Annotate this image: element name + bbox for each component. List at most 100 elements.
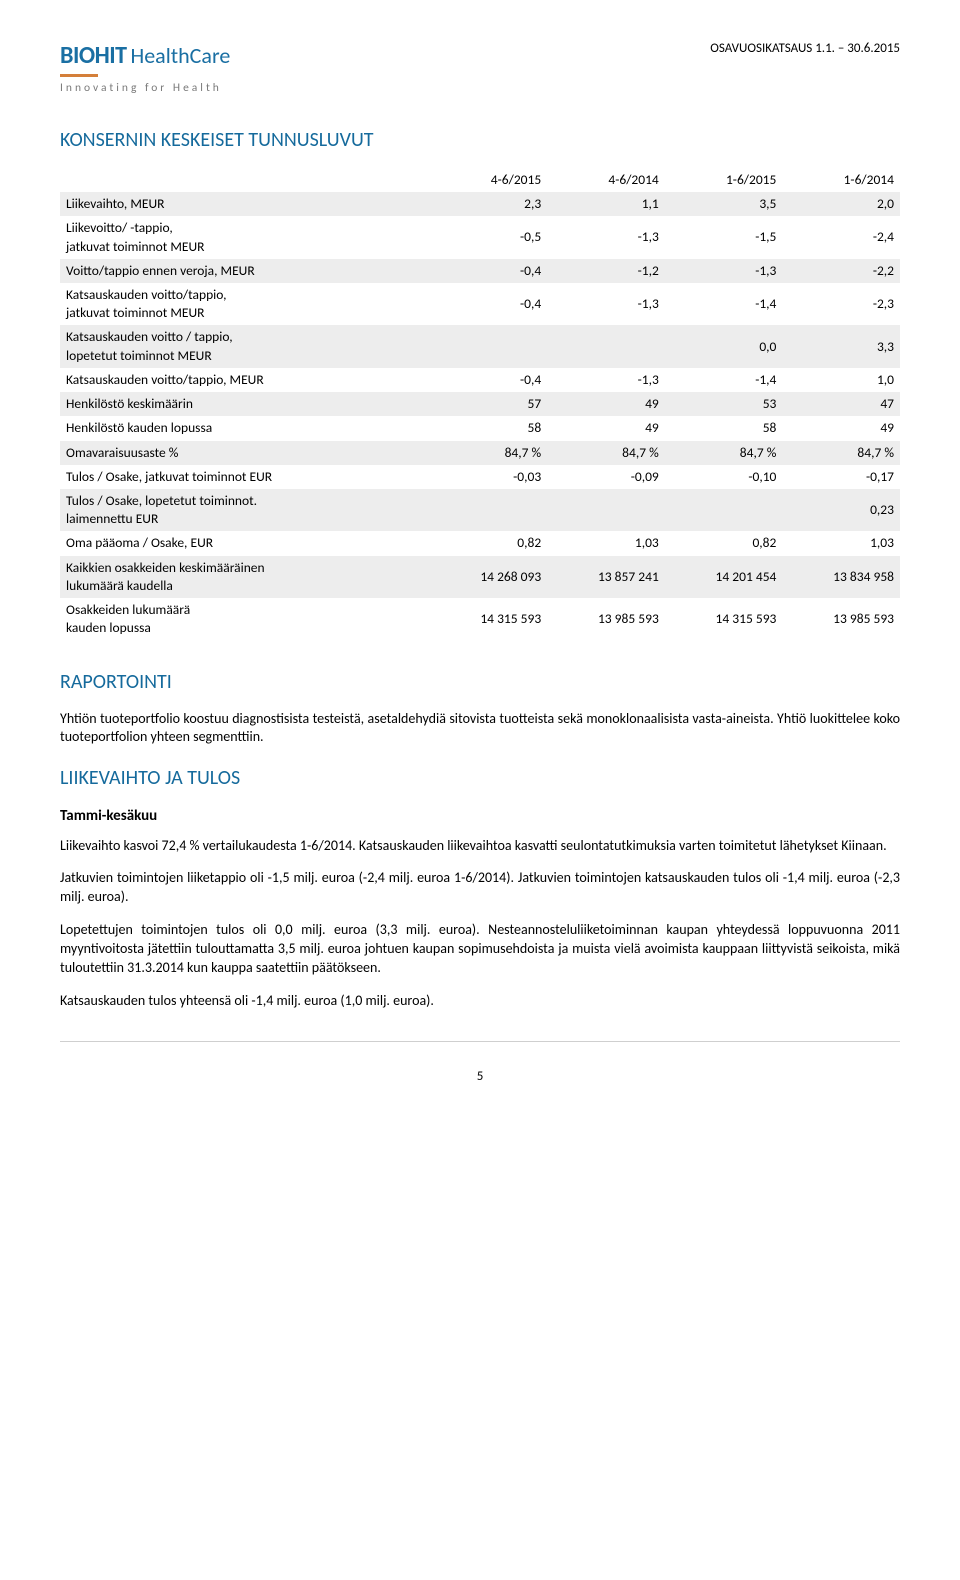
table-row: Tulos / Osake, lopetetut toiminnot.laime… bbox=[60, 489, 900, 531]
section-reporting-title: RAPORTOINTI bbox=[60, 669, 900, 696]
table-cell: -1,4 bbox=[665, 368, 783, 392]
table-row: Osakkeiden lukumääräkauden lopussa14 315… bbox=[60, 598, 900, 640]
table-cell: 57 bbox=[430, 392, 548, 416]
table-row-label: Katsauskauden voitto/tappio, MEUR bbox=[60, 368, 430, 392]
table-cell: -0,10 bbox=[665, 465, 783, 489]
table-row-label: Liikevaihto, MEUR bbox=[60, 192, 430, 216]
page-number: 5 bbox=[60, 1068, 900, 1086]
table-header-empty bbox=[60, 168, 430, 192]
table-cell: 13 985 593 bbox=[547, 598, 665, 640]
table-cell: 3,5 bbox=[665, 192, 783, 216]
table-row-label: Katsauskauden voitto/tappio,jatkuvat toi… bbox=[60, 283, 430, 325]
table-row-label: Voitto/tappio ennen veroja, MEUR bbox=[60, 259, 430, 283]
table-row-label: Tulos / Osake, lopetetut toiminnot.laime… bbox=[60, 489, 430, 531]
logo-text-healthcare: HealthCare bbox=[131, 41, 231, 71]
table-cell: 47 bbox=[782, 392, 900, 416]
table-cell: -0,4 bbox=[430, 283, 548, 325]
table-row: Kaikkien osakkeiden keskimääräinenlukumä… bbox=[60, 556, 900, 598]
table-cell: 14 268 093 bbox=[430, 556, 548, 598]
table-cell: 0,82 bbox=[665, 531, 783, 555]
table-header-row: 4-6/20154-6/20141-6/20151-6/2014 bbox=[60, 168, 900, 192]
table-cell: -1,3 bbox=[665, 259, 783, 283]
table-cell bbox=[430, 489, 548, 531]
table-cell: 58 bbox=[430, 416, 548, 440]
logo-accent-bar bbox=[60, 74, 98, 77]
table-row-label: Liikevoitto/ -tappio,jatkuvat toiminnot … bbox=[60, 216, 430, 258]
table-cell: -0,5 bbox=[430, 216, 548, 258]
table-cell: -0,4 bbox=[430, 368, 548, 392]
table-row-label: Oma pääoma / Osake, EUR bbox=[60, 531, 430, 555]
table-cell bbox=[547, 489, 665, 531]
footer-divider bbox=[60, 1041, 900, 1042]
table-cell: 49 bbox=[547, 392, 665, 416]
table-row-label: Henkilöstö keskimäärin bbox=[60, 392, 430, 416]
table-cell: 0,23 bbox=[782, 489, 900, 531]
revenue-p1: Liikevaihto kasvoi 72,4 % vertailukaudes… bbox=[60, 837, 900, 856]
table-cell: 1,03 bbox=[782, 531, 900, 555]
table-cell: 14 315 593 bbox=[430, 598, 548, 640]
table-cell: 14 315 593 bbox=[665, 598, 783, 640]
table-row-label: Kaikkien osakkeiden keskimääräinenlukumä… bbox=[60, 556, 430, 598]
document-title: OSAVUOSIKATSAUS 1.1. – 30.6.2015 bbox=[710, 40, 900, 58]
table-cell: 84,7 % bbox=[665, 441, 783, 465]
table-cell: -0,09 bbox=[547, 465, 665, 489]
table-cell: -1,3 bbox=[547, 216, 665, 258]
table-cell: 84,7 % bbox=[430, 441, 548, 465]
revenue-p2: Jatkuvien toimintojen liiketappio oli -1… bbox=[60, 869, 900, 907]
table-row: Katsauskauden voitto/tappio, MEUR-0,4 -1,… bbox=[60, 368, 900, 392]
table-row: Liikevaihto, MEUR2,31,13,52,0 bbox=[60, 192, 900, 216]
table-cell: -2,3 bbox=[782, 283, 900, 325]
table-cell: -1,4 bbox=[665, 283, 783, 325]
table-cell: 84,7 % bbox=[547, 441, 665, 465]
table-cell: 2,0 bbox=[782, 192, 900, 216]
table-header-period: 1-6/2015 bbox=[665, 168, 783, 192]
table-header-period: 1-6/2014 bbox=[782, 168, 900, 192]
table-cell: 58 bbox=[665, 416, 783, 440]
table-cell: -0,03 bbox=[430, 465, 548, 489]
table-cell bbox=[665, 489, 783, 531]
table-row: Oma pääoma / Osake, EUR0,821,030,821,03 bbox=[60, 531, 900, 555]
revenue-p4: Katsauskauden tulos yhteensä oli -1,4 mi… bbox=[60, 992, 900, 1011]
table-cell: 1,03 bbox=[547, 531, 665, 555]
table-cell: 49 bbox=[782, 416, 900, 440]
table-cell: -1,5 bbox=[665, 216, 783, 258]
table-cell: -0,4 bbox=[430, 259, 548, 283]
section-revenue-title: LIIKEVAIHTO JA TULOS bbox=[60, 765, 900, 792]
table-cell: 0,82 bbox=[430, 531, 548, 555]
table-header-period: 4-6/2014 bbox=[547, 168, 665, 192]
table-header-period: 4-6/2015 bbox=[430, 168, 548, 192]
page-header: BIOHIT HealthCare Innovating for Health … bbox=[60, 40, 900, 97]
table-cell bbox=[547, 325, 665, 367]
table-row: Voitto/tappio ennen veroja, MEUR-0,4-1,2… bbox=[60, 259, 900, 283]
table-row-label: Henkilöstö kauden lopussa bbox=[60, 416, 430, 440]
table-cell: 1,1 bbox=[547, 192, 665, 216]
table-row: Katsauskauden voitto/tappio,jatkuvat toi… bbox=[60, 283, 900, 325]
logo-text-biohit: BIOHIT bbox=[60, 40, 127, 72]
table-row-label: Omavaraisuusaste % bbox=[60, 441, 430, 465]
table-row: Henkilöstö keskimäärin57495347 bbox=[60, 392, 900, 416]
table-cell: 0,0 bbox=[665, 325, 783, 367]
table-cell: -1,3 bbox=[547, 283, 665, 325]
table-cell bbox=[430, 325, 548, 367]
table-row: Tulos / Osake, jatkuvat toiminnot EUR-0,… bbox=[60, 465, 900, 489]
table-row-label: Osakkeiden lukumääräkauden lopussa bbox=[60, 598, 430, 640]
logo: BIOHIT HealthCare Innovating for Health bbox=[60, 40, 230, 97]
subheading-period: Tammi-kesäkuu bbox=[60, 806, 900, 826]
table-row: Omavaraisuusaste %84,7 %84,7 %84,7 %84,7… bbox=[60, 441, 900, 465]
table-row: Liikevoitto/ -tappio,jatkuvat toiminnot … bbox=[60, 216, 900, 258]
reporting-paragraph: Yhtiön tuoteportfolio koostuu diagnostis… bbox=[60, 710, 900, 748]
table-row-label: Katsauskauden voitto / tappio,lopetetut … bbox=[60, 325, 430, 367]
table-cell: 2,3 bbox=[430, 192, 548, 216]
table-cell: 13 985 593 bbox=[782, 598, 900, 640]
section-kpi-title: KONSERNIN KESKEISET TUNNUSLUVUT bbox=[60, 127, 900, 154]
logo-tagline: Innovating for Health bbox=[60, 81, 230, 97]
table-cell: -1,2 bbox=[547, 259, 665, 283]
table-cell: 84,7 % bbox=[782, 441, 900, 465]
table-cell: 3,3 bbox=[782, 325, 900, 367]
table-cell: -0,17 bbox=[782, 465, 900, 489]
table-cell: 13 857 241 bbox=[547, 556, 665, 598]
revenue-p3: Lopetettujen toimintojen tulos oli 0,0 m… bbox=[60, 921, 900, 978]
table-cell: 53 bbox=[665, 392, 783, 416]
table-cell: -2,2 bbox=[782, 259, 900, 283]
table-cell: -2,4 bbox=[782, 216, 900, 258]
